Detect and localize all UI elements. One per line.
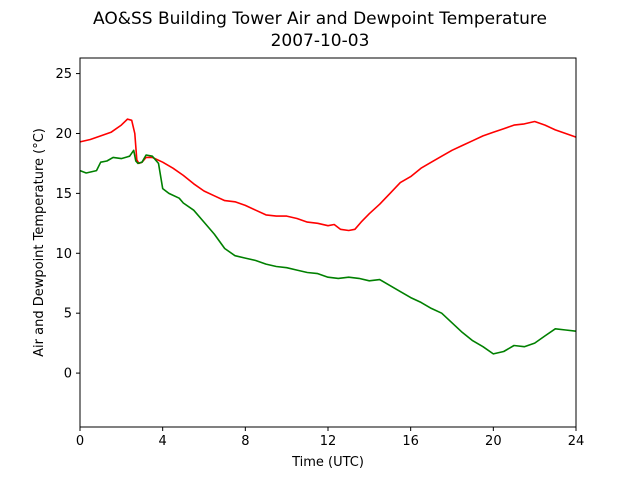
x-axis-label: Time (UTC) xyxy=(291,455,364,470)
x-tick-label: 8 xyxy=(241,434,249,449)
x-tick-label: 0 xyxy=(76,434,84,449)
x-tick-label: 20 xyxy=(485,434,502,449)
chart-title: AO&SS Building Tower Air and Dewpoint Te… xyxy=(93,9,547,29)
series-line-dewpoint xyxy=(79,149,577,355)
y-axis-label: Air and Dewpoint Temperature (°C) xyxy=(32,128,47,357)
plot-lines xyxy=(79,118,577,355)
y-tick-label: 5 xyxy=(64,307,72,322)
plot-frame xyxy=(79,57,577,428)
x-tick-label: 4 xyxy=(159,434,167,449)
y-tick-label: 20 xyxy=(55,127,72,142)
chart-subtitle: 2007-10-03 xyxy=(271,31,370,51)
y-tick-label: 10 xyxy=(55,247,72,262)
x-tick-label: 12 xyxy=(320,434,337,449)
x-tick-label: 24 xyxy=(568,434,585,449)
y-tick-label: 15 xyxy=(55,187,72,202)
y-tick-label: 0 xyxy=(64,367,72,382)
y-tick-label: 25 xyxy=(55,67,72,82)
axis-ticks: 0 4 8 12 16 20 24 0 5 10 15 20 25 xyxy=(55,67,584,449)
x-tick-label: 16 xyxy=(402,434,419,449)
